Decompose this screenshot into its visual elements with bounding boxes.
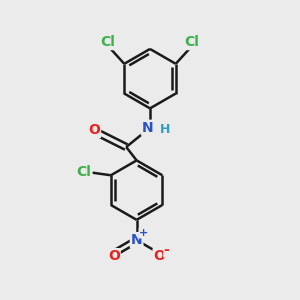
Text: Cl: Cl <box>100 35 116 49</box>
Text: Cl: Cl <box>77 165 92 179</box>
Text: Cl: Cl <box>184 35 200 49</box>
Text: N: N <box>142 121 153 135</box>
Text: O: O <box>88 123 100 137</box>
Text: N: N <box>131 233 142 247</box>
Text: H: H <box>160 123 170 136</box>
Text: -: - <box>164 243 169 257</box>
Text: +: + <box>139 228 148 238</box>
Text: O: O <box>108 249 120 263</box>
Text: O: O <box>154 249 165 263</box>
